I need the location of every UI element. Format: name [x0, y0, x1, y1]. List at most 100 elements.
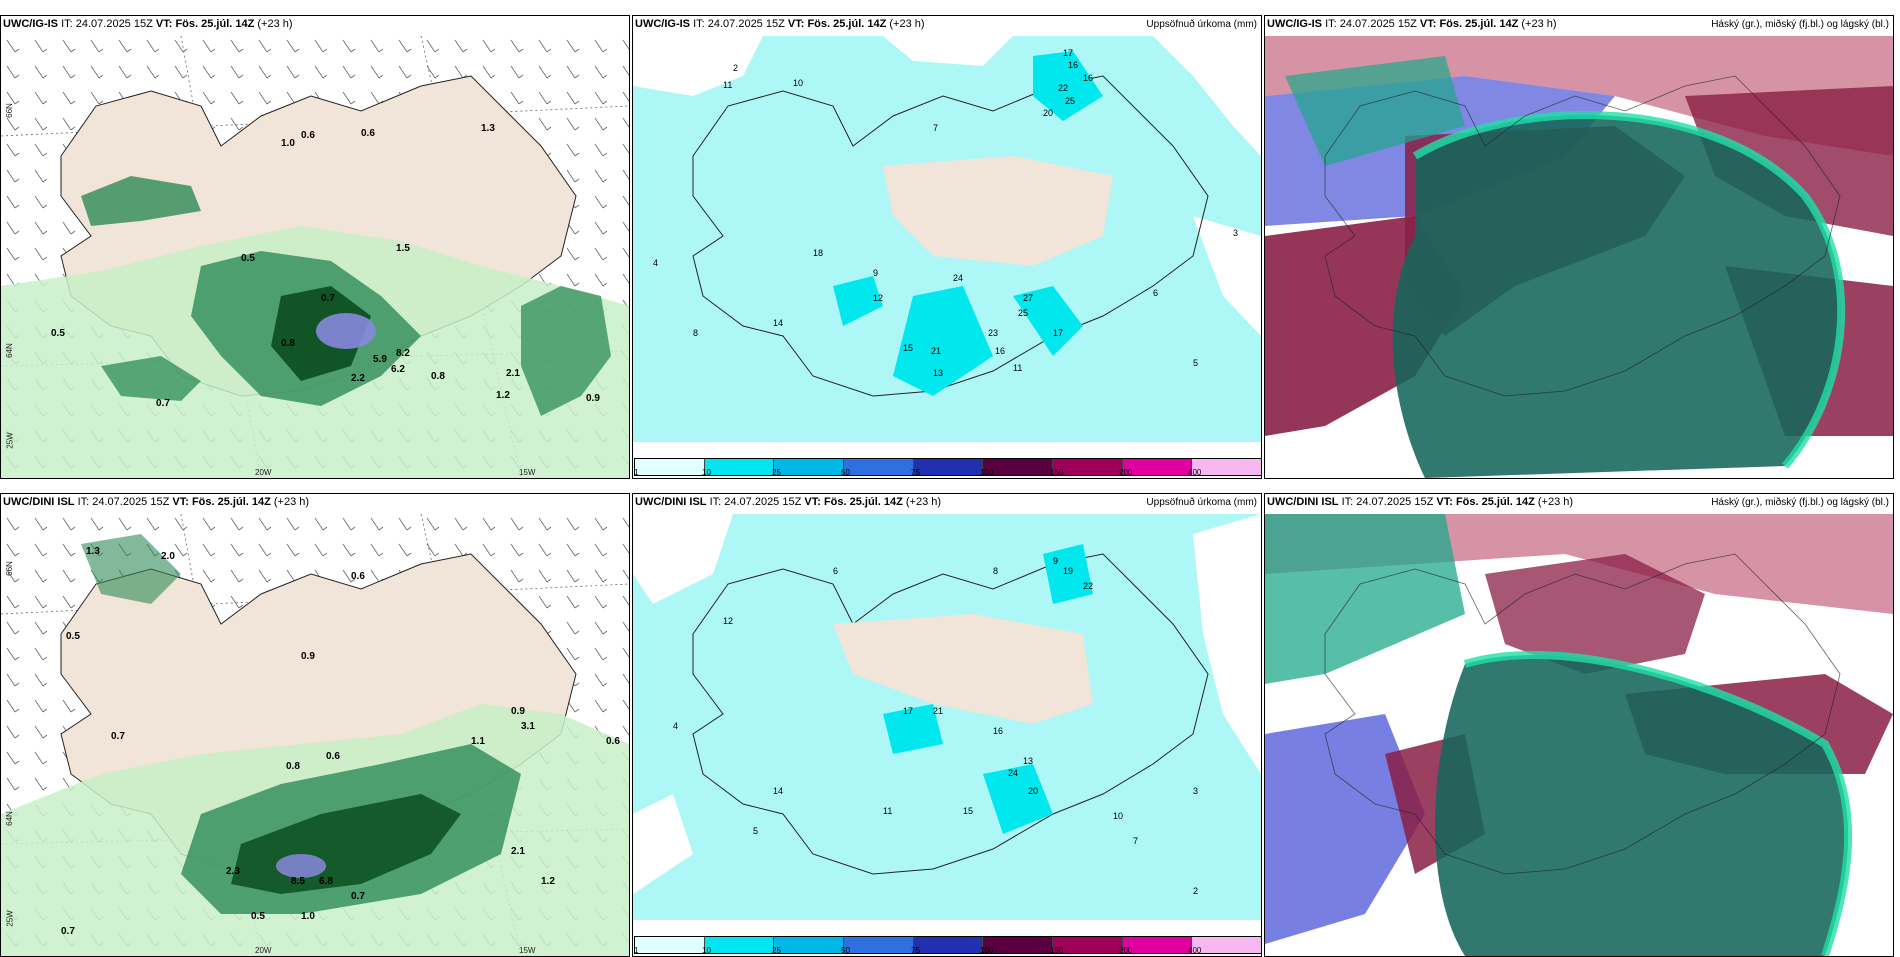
map-panel-clouds-bottom: UWC/DINI ISL IT: 24.07.2025 15Z VT: Fös.… — [1264, 493, 1894, 957]
colorbar-label: 150 — [1050, 946, 1064, 955]
precip-value: 1.1 — [471, 736, 485, 747]
accum-value: 10 — [1113, 811, 1123, 821]
precip-value: 1.0 — [301, 911, 315, 922]
colorbar-label: 50 — [841, 946, 850, 955]
panel-variable-label: Uppsöfnuð úrkoma (mm) — [1146, 497, 1257, 508]
accum-value: 8 — [693, 328, 698, 338]
accum-value: 16 — [1083, 73, 1093, 83]
precip-value: 0.8 — [286, 761, 300, 772]
accum-value: 11 — [723, 80, 732, 90]
colorbar-label: 200 — [1119, 468, 1133, 477]
accum-value: 5 — [1193, 358, 1198, 368]
colorbar-segment — [1053, 937, 1123, 953]
colorbar-segment — [844, 937, 914, 953]
accum-value: 13 — [933, 368, 943, 378]
precip-value: 1.2 — [541, 876, 555, 887]
precip-value: 0.9 — [511, 706, 525, 717]
accum-value: 16 — [995, 346, 1005, 356]
accum-value: 13 — [1023, 756, 1033, 766]
panel-variable-label: Háský (gr.), miðský (fj.bl.) og lágský (… — [1711, 497, 1889, 508]
accum-value: 20 — [1028, 786, 1038, 796]
colorbar-segment — [844, 459, 914, 475]
accum-value: 4 — [673, 721, 678, 731]
precip-value: 6.2 — [391, 364, 405, 375]
precip-value: 0.7 — [111, 731, 125, 742]
precip-value: 1.0 — [281, 138, 295, 149]
map-panel-clouds-top: UWC/IG-IS IT: 24.07.2025 15Z VT: Fös. 25… — [1264, 15, 1894, 479]
precip-wind-map: 0.5 0.6 1.3 1.0 0.8 0.7 2.2 5.9 8.2 6.2 … — [1, 36, 629, 478]
colorbar-segment — [983, 937, 1054, 953]
colorbar-segment — [913, 937, 984, 953]
colorbar-segment — [1053, 459, 1123, 475]
accum-value: 9 — [1053, 556, 1058, 566]
lon-label: 15W — [519, 468, 536, 477]
accum-value: 2 — [1193, 886, 1198, 896]
precip-value: 0.7 — [351, 891, 365, 902]
colorbar-label: 100 — [980, 468, 994, 477]
accum-value: 11 — [1013, 363, 1022, 373]
colorbar-segment — [983, 459, 1054, 475]
colorbar-segment — [1192, 937, 1261, 953]
precip-value: 0.7 — [156, 398, 170, 409]
map-panel-precip-wind-top: UWC/IG-IS IT: 24.07.2025 15Z VT: Fös. 25… — [0, 15, 630, 479]
colorbar-label: 400 — [1188, 946, 1202, 955]
colorbar-segment — [1122, 937, 1193, 953]
accum-value: 21 — [931, 346, 941, 356]
accum-value: 18 — [813, 248, 823, 258]
accum-value: 25 — [1065, 96, 1075, 106]
panel-title: UWC/DINI ISL IT: 24.07.2025 15Z VT: Fös.… — [635, 496, 942, 508]
lon-label: 25W — [5, 910, 15, 927]
colorbar-legend — [634, 936, 1261, 954]
colorbar-segment — [635, 937, 705, 953]
panel-title: UWC/IG-IS IT: 24.07.2025 15Z VT: Fös. 25… — [635, 18, 925, 30]
precip-value: 8.2 — [396, 348, 410, 359]
precip-value: 5.9 — [373, 354, 387, 365]
colorbar-label: 75 — [911, 946, 920, 955]
accum-value: 7 — [1133, 836, 1138, 846]
lon-label: 20W — [255, 946, 272, 955]
panel-title: UWC/DINI ISL IT: 24.07.2025 15Z VT: Fös.… — [3, 496, 310, 508]
precip-value: 1.2 — [496, 390, 510, 401]
colorbar-label: 10 — [702, 468, 711, 477]
lon-label: 25W — [5, 432, 15, 449]
accum-value: 6 — [1153, 288, 1158, 298]
precip-value: 1.3 — [86, 546, 100, 557]
lon-label: 20W — [255, 468, 272, 477]
precip-value: 6.8 — [319, 876, 333, 887]
accum-value: 14 — [773, 786, 783, 796]
panel-variable-label: Háský (gr.), miðský (fj.bl.) og lágský (… — [1711, 19, 1889, 30]
colorbar-label: 200 — [1119, 946, 1133, 955]
accum-value: 4 — [653, 258, 658, 268]
accum-value: 22 — [1058, 83, 1068, 93]
colorbar-label: 1 — [634, 946, 639, 955]
map-panel-precip-wind-bottom: UWC/DINI ISL IT: 24.07.2025 15Z VT: Fös.… — [0, 493, 630, 957]
colorbar-segment — [1122, 459, 1193, 475]
accum-value: 5 — [753, 826, 758, 836]
lat-label: 66N — [4, 561, 14, 576]
colorbar-label: 400 — [1188, 468, 1202, 477]
precip-value: 2.1 — [511, 846, 525, 857]
accum-precip-map: 2 11 10 7 17 16 22 25 20 16 4 3 9 14 18 … — [633, 36, 1261, 442]
accum-value: 23 — [988, 328, 998, 338]
colorbar-label: 150 — [1050, 468, 1064, 477]
accum-value: 24 — [1008, 768, 1018, 778]
lat-label: 64N — [4, 343, 14, 358]
precip-value: 0.7 — [61, 926, 75, 937]
precip-value: 2.0 — [161, 551, 175, 562]
accum-value: 2 — [733, 63, 738, 73]
accum-value: 21 — [933, 706, 943, 716]
accum-value: 6 — [833, 566, 838, 576]
precip-wind-map: 1.3 2.0 0.6 0.5 0.9 0.7 0.6 0.8 1.1 2.3 … — [1, 514, 629, 956]
accum-value: 3 — [1233, 228, 1238, 238]
accum-value: 7 — [933, 123, 938, 133]
accum-value: 17 — [903, 706, 913, 716]
colorbar-label: 25 — [772, 468, 781, 477]
accum-value: 16 — [993, 726, 1003, 736]
map-panel-accum-precip-top: UWC/IG-IS IT: 24.07.2025 15Z VT: Fös. 25… — [632, 15, 1262, 479]
accum-value: 27 — [1023, 293, 1033, 303]
precip-value: 0.6 — [326, 751, 340, 762]
accum-value: 11 — [883, 806, 892, 816]
accum-value: 24 — [953, 273, 963, 283]
panel-title: UWC/IG-IS IT: 24.07.2025 15Z VT: Fös. 25… — [1267, 18, 1557, 30]
accum-value: 22 — [1083, 581, 1093, 591]
